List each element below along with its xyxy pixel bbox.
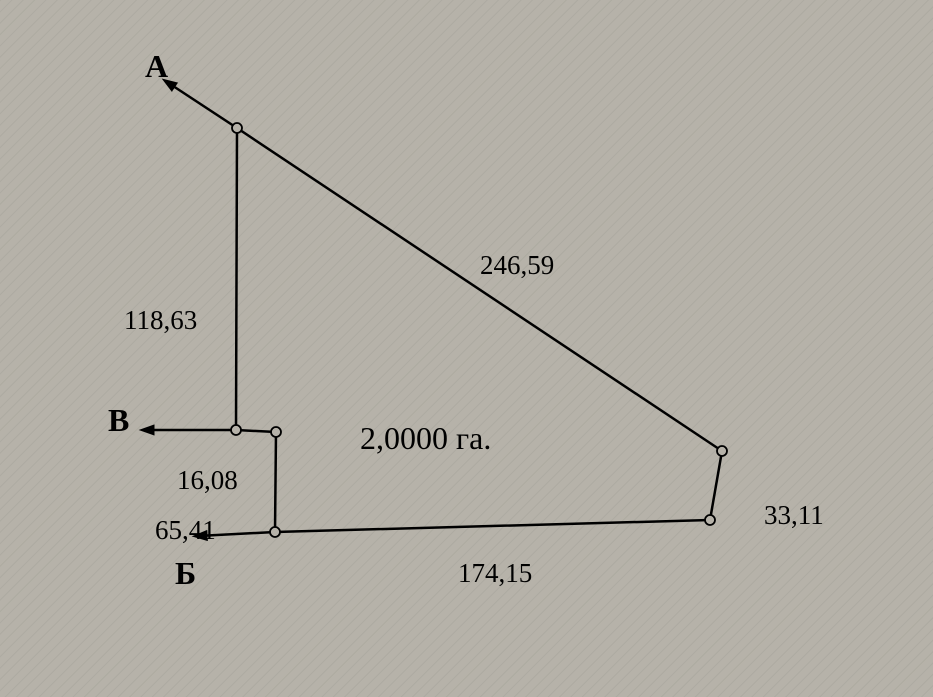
- plot-canvas: 246,59 118,63 16,08 65,41 174,15 33,11 А В Б 2,00…: [0, 0, 933, 697]
- vertex-p6: [231, 425, 241, 435]
- len-33-11: 33,11: [764, 500, 824, 531]
- len-246-59: 246,59: [480, 250, 554, 281]
- vertex-p4: [270, 527, 280, 537]
- label-V: В: [108, 402, 129, 439]
- vertex-p3: [705, 515, 715, 525]
- label-B: Б: [175, 555, 196, 592]
- vertex-p5: [271, 427, 281, 437]
- len-16-08: 16,08: [177, 465, 238, 496]
- background: [0, 0, 933, 697]
- vertex-p2: [717, 446, 727, 456]
- plot-svg: [0, 0, 933, 697]
- area-label: 2,0000 га.: [360, 420, 491, 457]
- len-65-41: 65,41: [155, 515, 216, 546]
- len-174-15: 174,15: [458, 558, 532, 589]
- vertex-p1: [232, 123, 242, 133]
- len-118-63: 118,63: [124, 305, 197, 336]
- label-A: А: [145, 48, 168, 85]
